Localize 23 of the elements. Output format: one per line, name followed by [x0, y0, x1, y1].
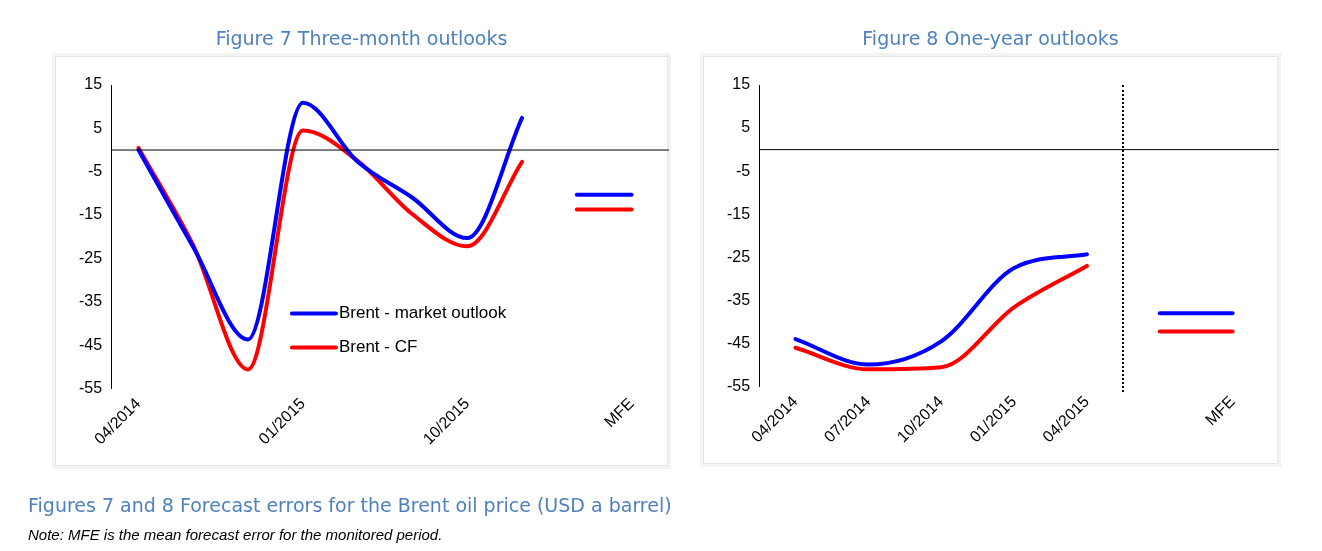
chart-title: Figure 8 One-year outlooks: [861, 26, 1120, 51]
y-tick-label: -35: [79, 292, 103, 310]
legend-label: Brent - market outlook: [338, 303, 507, 323]
y-tick-label: 15: [732, 75, 751, 93]
y-tick-label: -15: [79, 205, 103, 223]
chart-title: Figure 7 Three-month outlooks: [214, 26, 509, 51]
text: Figures 7 and 8 Forecast errors for the Brent oil price (USD a barrel): [28, 494, 672, 516]
y-tick-label: 5: [93, 118, 103, 136]
line-series: [136, 100, 525, 342]
y-tick-label: -35: [727, 290, 751, 308]
y-tick-label: -5: [87, 162, 103, 180]
text: Note: MFE is the mean forecast error for the monitored period.: [28, 526, 443, 543]
y-tick-label: 5: [741, 118, 751, 136]
y-tick-label: -45: [79, 335, 103, 353]
y-tick-label: -5: [735, 161, 751, 179]
y-tick-label: -45: [727, 333, 751, 351]
y-tick-label: -25: [727, 247, 751, 265]
legend-label: Brent - CF: [338, 337, 418, 357]
y-tick-label: 15: [84, 75, 103, 93]
y-tick-label: -25: [79, 248, 103, 266]
y-tick-label: -15: [727, 204, 751, 222]
y-tick-label: -55: [727, 376, 751, 394]
y-tick-label: -55: [79, 378, 103, 396]
